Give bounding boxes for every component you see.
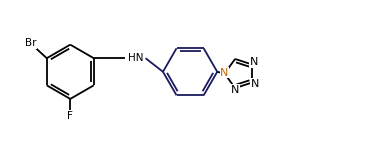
Text: N: N [231,85,239,95]
Text: Br: Br [25,38,36,48]
Text: HN: HN [128,53,144,63]
Text: F: F [67,111,73,121]
Text: N: N [250,57,258,67]
Text: N: N [220,68,229,78]
Text: N: N [251,79,259,89]
